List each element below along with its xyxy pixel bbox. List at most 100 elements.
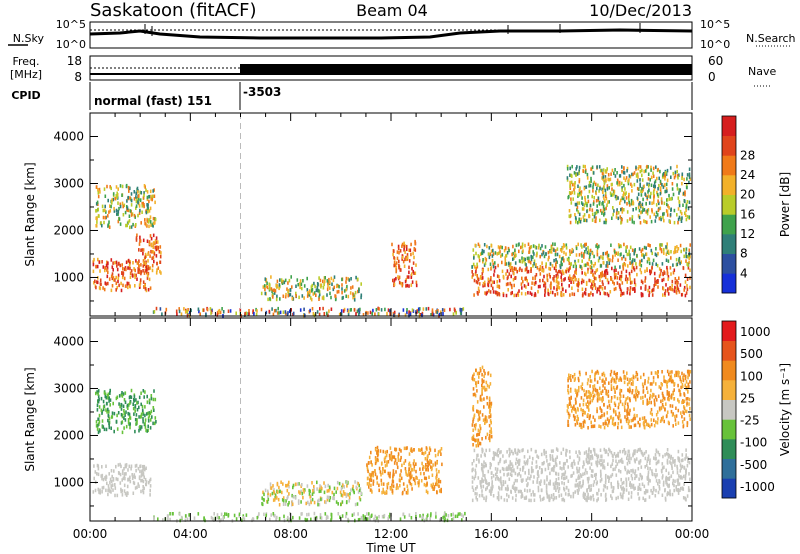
data-cell <box>504 246 507 250</box>
data-cell <box>654 184 656 189</box>
data-cell <box>95 224 98 228</box>
data-cell <box>530 257 533 262</box>
data-cell <box>473 476 476 481</box>
data-cell <box>483 386 486 391</box>
data-cell <box>569 262 572 267</box>
data-cell <box>621 181 623 186</box>
data-cell <box>588 251 590 255</box>
data-cell <box>503 472 505 477</box>
data-cell <box>665 468 667 473</box>
data-cell <box>152 233 155 238</box>
data-cell <box>481 272 484 276</box>
data-cell <box>410 272 413 276</box>
data-cell <box>379 449 382 453</box>
data-cell <box>271 307 273 311</box>
data-cell <box>653 418 655 422</box>
data-cell <box>106 268 108 272</box>
data-cell <box>100 221 102 226</box>
data-cell <box>596 204 598 208</box>
data-cell <box>416 476 418 480</box>
data-cell <box>407 275 410 279</box>
data-cell <box>288 480 290 485</box>
data-cell <box>502 482 505 487</box>
data-cell <box>671 370 673 374</box>
data-cell <box>542 278 544 283</box>
data-cell <box>560 278 563 283</box>
data-cell <box>651 262 654 266</box>
data-cell <box>475 423 477 427</box>
data-cell <box>689 380 691 384</box>
data-cell <box>593 480 596 484</box>
data-cell <box>381 514 384 519</box>
data-cell <box>149 411 152 415</box>
data-cell <box>409 248 412 252</box>
data-cell <box>568 258 570 263</box>
data-cell <box>95 280 98 284</box>
data-cell <box>281 498 284 502</box>
data-cell <box>511 266 513 270</box>
data-cell <box>409 475 411 479</box>
data-cell <box>358 312 360 317</box>
data-cell <box>483 460 485 464</box>
data-cell <box>121 478 123 482</box>
data-cell <box>308 492 311 497</box>
data-cell <box>527 458 529 462</box>
data-cell <box>273 498 276 502</box>
data-cell <box>566 176 569 180</box>
data-cell <box>574 270 576 274</box>
data-cell <box>415 283 418 288</box>
data-cell <box>635 370 638 375</box>
data-cell <box>660 268 662 273</box>
data-cell <box>313 291 316 295</box>
data-cell <box>598 165 601 169</box>
colorbar-tick-label: 8 <box>740 247 748 261</box>
data-cell <box>567 276 570 280</box>
data-cell <box>366 467 369 472</box>
data-cell <box>496 449 499 453</box>
data-cell <box>357 308 360 312</box>
data-cell <box>685 254 688 259</box>
data-cell <box>407 470 410 474</box>
data-cell <box>490 404 492 409</box>
data-cell <box>473 254 475 258</box>
data-cell <box>276 482 279 487</box>
data-cell <box>291 500 294 504</box>
data-cell <box>678 399 680 404</box>
data-cell <box>130 198 133 203</box>
data-cell <box>683 177 685 182</box>
data-cell <box>401 283 404 288</box>
data-cell <box>594 378 596 382</box>
data-cell <box>578 212 581 217</box>
data-cell <box>575 267 577 272</box>
data-cell <box>554 252 557 257</box>
data-cell <box>341 283 343 287</box>
data-cell <box>141 469 143 473</box>
data-cell <box>577 476 579 480</box>
data-cell <box>583 462 585 467</box>
data-cell <box>269 482 272 486</box>
data-cell <box>148 240 151 244</box>
data-cell <box>675 291 678 295</box>
data-cell <box>509 282 511 286</box>
data-cell <box>551 290 554 295</box>
data-cell <box>669 489 671 493</box>
data-cell <box>95 202 98 206</box>
data-cell <box>584 250 586 254</box>
data-cell <box>351 285 354 289</box>
data-cell <box>684 473 687 478</box>
data-cell <box>102 208 105 213</box>
data-cell <box>666 482 668 487</box>
data-cell <box>680 211 683 216</box>
data-cell <box>601 372 604 377</box>
data-cell <box>447 514 450 518</box>
data-cell <box>376 475 378 479</box>
data-cell <box>654 280 656 285</box>
data-cell <box>340 487 343 491</box>
data-cell <box>686 287 689 292</box>
data-cell <box>146 219 149 223</box>
data-cell <box>595 476 597 481</box>
data-cell <box>167 517 169 522</box>
data-cell <box>379 470 382 474</box>
data-cell <box>431 473 434 477</box>
data-cell <box>471 270 473 274</box>
